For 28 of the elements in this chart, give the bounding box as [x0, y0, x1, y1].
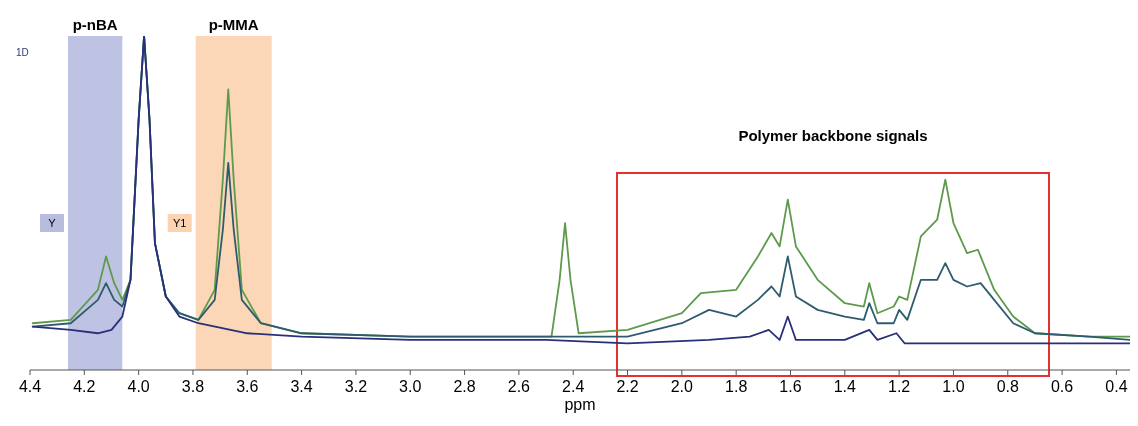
x-tick-label: 3.4 — [290, 378, 313, 395]
x-tick-label: 4.2 — [73, 378, 96, 395]
x-tick-label: 2.0 — [670, 378, 694, 395]
x-tick-label: 1.8 — [725, 378, 748, 395]
x-tick-label: 4.0 — [127, 378, 150, 395]
band-label: p-nBA — [72, 16, 118, 33]
text: 1D — [16, 47, 29, 58]
x-tick-label: 3.8 — [181, 378, 205, 395]
x-tick-label: 0.8 — [996, 378, 1019, 395]
x-axis-title: ppm — [564, 396, 596, 413]
x-tick-label: 1.4 — [833, 378, 857, 395]
annotation: Y1 — [172, 217, 187, 229]
x-tick-label: 2.6 — [507, 378, 531, 395]
x-tick-label: 2.4 — [562, 378, 585, 395]
x-tick-label: 3.6 — [236, 378, 259, 395]
x-tick-label: 0.6 — [1050, 378, 1074, 395]
x-tick-label: 3.0 — [399, 378, 422, 395]
x-tick-label: 1.2 — [888, 378, 911, 395]
annotation: Polymer backbone signals — [738, 127, 928, 144]
x-tick-label: 1.6 — [779, 378, 802, 395]
annotation: Y — [48, 217, 57, 229]
x-tick-label: 2.2 — [616, 378, 639, 395]
x-tick-label: 3.2 — [344, 378, 368, 395]
x-tick-label: 0.4 — [1105, 378, 1128, 395]
band-label: p-MMA — [208, 16, 259, 33]
x-tick-label: 4.4 — [18, 378, 42, 395]
x-tick-label: 2.8 — [453, 378, 476, 395]
x-tick-label: 1.0 — [942, 378, 965, 395]
